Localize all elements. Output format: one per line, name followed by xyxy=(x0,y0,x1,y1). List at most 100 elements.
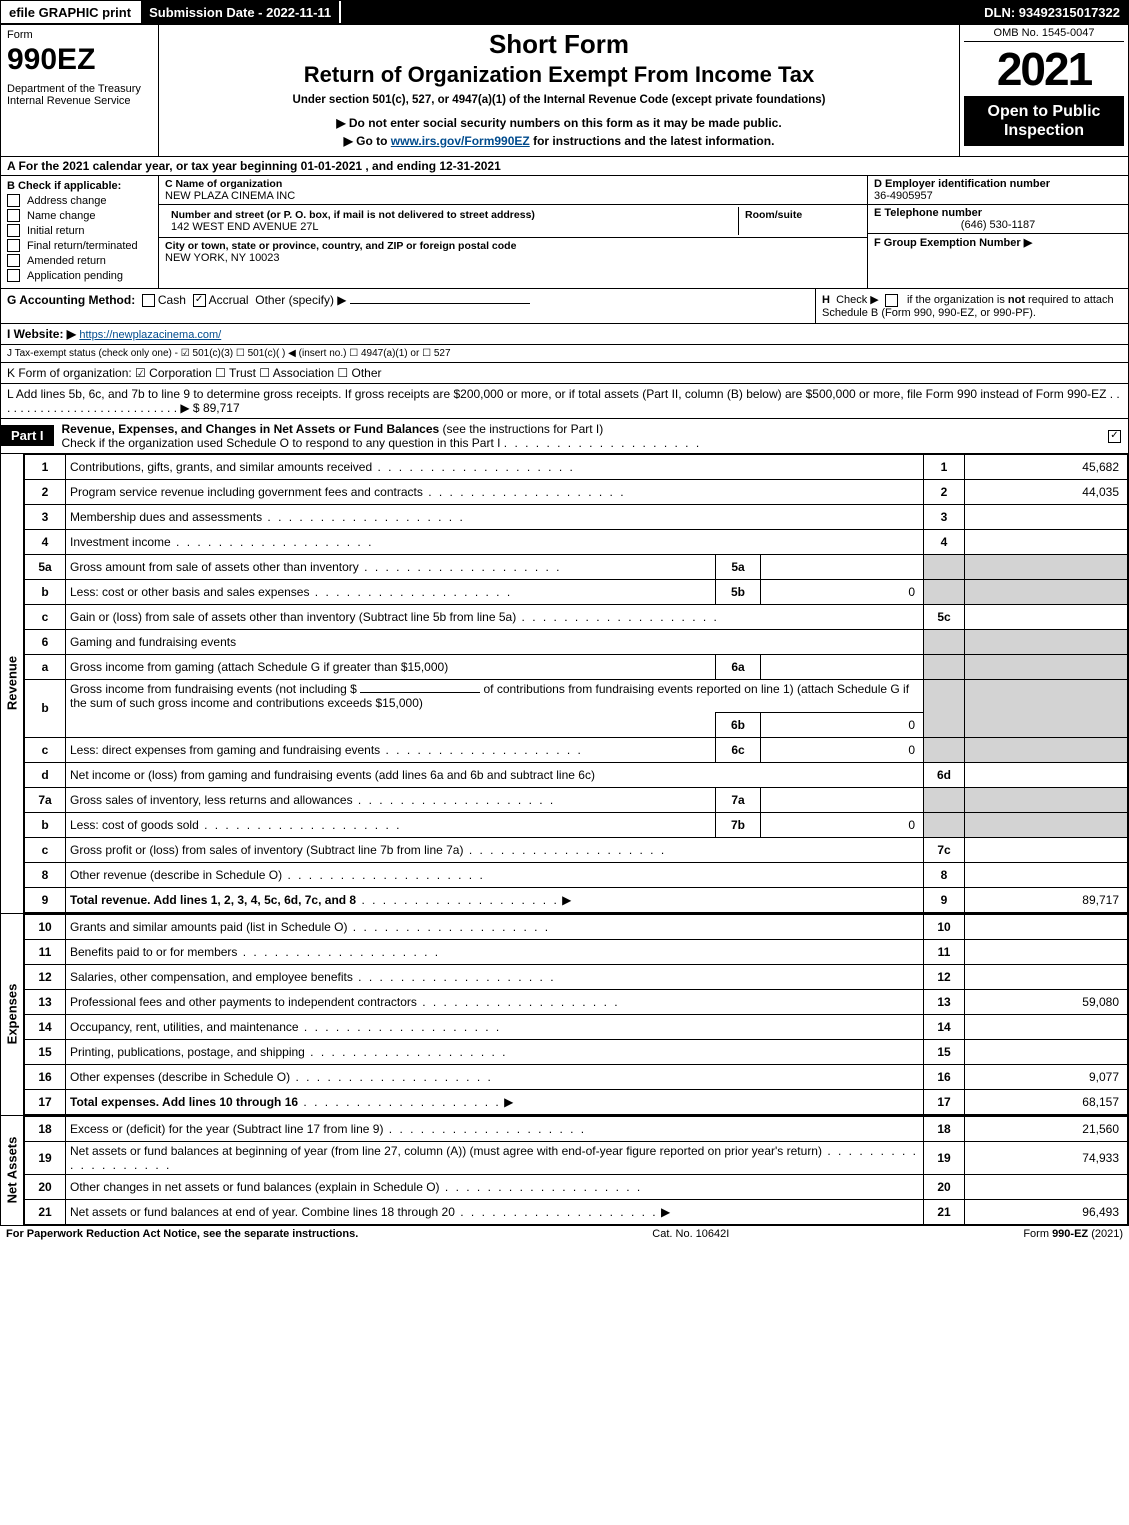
line-3: 3 Membership dues and assessments 3 xyxy=(25,504,1128,529)
submission-date: Submission Date - 2022-11-11 xyxy=(141,1,341,23)
line-7b: b Less: cost of goods sold 7b 0 xyxy=(25,812,1128,837)
chk-amended-return[interactable]: Amended return xyxy=(7,254,152,267)
row-J: J Tax-exempt status (check only one) - ☑… xyxy=(1,345,1128,363)
line-5a: 5a Gross amount from sale of assets othe… xyxy=(25,554,1128,579)
revenue-table: 1 Contributions, gifts, grants, and simi… xyxy=(24,454,1128,913)
addr-block: Number and street (or P. O. box, if mail… xyxy=(159,205,867,238)
line-6b: b Gross income from fundraising events (… xyxy=(25,679,1128,712)
block-BCDEF: B Check if applicable: Address change Na… xyxy=(1,176,1128,289)
H-block: H Check ▶ if the organization is not req… xyxy=(815,289,1128,323)
part-I-check-text: Check if the organization used Schedule … xyxy=(62,436,501,450)
chk-final-return[interactable]: Final return/terminated xyxy=(7,239,152,252)
chk-address-change[interactable]: Address change xyxy=(7,194,152,207)
C-room-label: Room/suite xyxy=(745,209,855,221)
part-I-checkbox[interactable] xyxy=(1108,430,1121,443)
G-cash[interactable]: Cash xyxy=(158,293,186,307)
title-return: Return of Organization Exempt From Incom… xyxy=(165,62,953,88)
E-value: (646) 530-1187 xyxy=(874,219,1122,231)
line-21: 21 Net assets or fund balances at end of… xyxy=(25,1199,1128,1224)
line-19: 19 Net assets or fund balances at beginn… xyxy=(25,1141,1128,1174)
header-center: Short Form Return of Organization Exempt… xyxy=(159,25,960,156)
netassets-table: 18 Excess or (deficit) for the year (Sub… xyxy=(24,1116,1128,1225)
row-I: I Website: ▶ https://newplazacinema.com/ xyxy=(1,324,1128,345)
D-block: D Employer identification number 36-4905… xyxy=(868,176,1128,205)
chk-name-change[interactable]: Name change xyxy=(7,209,152,222)
efile-print[interactable]: efile GRAPHIC print xyxy=(1,1,141,23)
line-16: 16 Other expenses (describe in Schedule … xyxy=(25,1064,1128,1089)
col-C: C Name of organization NEW PLAZA CINEMA … xyxy=(159,176,868,288)
line-20: 20 Other changes in net assets or fund b… xyxy=(25,1174,1128,1199)
expenses-section: Expenses 10 Grants and similar amounts p… xyxy=(1,914,1128,1116)
irs-label: Internal Revenue Service xyxy=(7,95,152,107)
C-city-value: NEW YORK, NY 10023 xyxy=(165,252,861,264)
revenue-side-label: Revenue xyxy=(1,454,24,913)
line-8: 8 Other revenue (describe in Schedule O)… xyxy=(25,862,1128,887)
E-label: E Telephone number xyxy=(874,207,1122,219)
line-17: 17 Total expenses. Add lines 10 through … xyxy=(25,1089,1128,1114)
dept-treasury: Department of the Treasury xyxy=(7,83,152,95)
H-checkbox[interactable] xyxy=(885,294,898,307)
L-text: L Add lines 5b, 6c, and 7b to line 9 to … xyxy=(7,387,1120,415)
expenses-table: 10 Grants and similar amounts paid (list… xyxy=(24,914,1128,1115)
line-6a: a Gross income from gaming (attach Sched… xyxy=(25,654,1128,679)
warning-ssn: ▶ Do not enter social security numbers o… xyxy=(165,116,953,130)
chk-initial-return[interactable]: Initial return xyxy=(7,224,152,237)
omb-number: OMB No. 1545-0047 xyxy=(964,27,1124,42)
city-block: City or town, state or province, country… xyxy=(159,238,867,266)
page-footer: For Paperwork Reduction Act Notice, see … xyxy=(0,1226,1129,1242)
line-10: 10 Grants and similar amounts paid (list… xyxy=(25,914,1128,939)
part-I-header: Part I Revenue, Expenses, and Changes in… xyxy=(1,419,1128,454)
row-GH: G Accounting Method: Cash Accrual Other … xyxy=(1,289,1128,324)
F-label: F Group Exemption Number ▶ xyxy=(874,236,1122,249)
form-number: 990EZ xyxy=(7,43,152,77)
G-accrual[interactable]: Accrual xyxy=(209,293,249,307)
line-18: 18 Excess or (deficit) for the year (Sub… xyxy=(25,1116,1128,1141)
footer-cat-no: Cat. No. 10642I xyxy=(652,1228,729,1240)
G-other[interactable]: Other (specify) ▶ xyxy=(255,293,346,307)
col-B: B Check if applicable: Address change Na… xyxy=(1,176,159,288)
D-value: 36-4905957 xyxy=(874,190,1122,202)
footer-left: For Paperwork Reduction Act Notice, see … xyxy=(6,1228,358,1240)
line-7a: 7a Gross sales of inventory, less return… xyxy=(25,787,1128,812)
goto-line: ▶ Go to www.irs.gov/Form990EZ for instru… xyxy=(165,134,953,148)
dln: DLN: 93492315017322 xyxy=(976,1,1128,23)
netassets-side-label: Net Assets xyxy=(1,1116,24,1225)
chk-application-pending[interactable]: Application pending xyxy=(7,269,152,282)
line-6: 6 Gaming and fundraising events xyxy=(25,629,1128,654)
C-addr-value: 142 WEST END AVENUE 27L xyxy=(171,221,732,233)
G-label: G Accounting Method: xyxy=(7,293,135,307)
D-label: D Employer identification number xyxy=(874,178,1122,190)
line-2: 2 Program service revenue including gove… xyxy=(25,479,1128,504)
header-left: Form 990EZ Department of the Treasury In… xyxy=(1,25,159,156)
header-right: OMB No. 1545-0047 2021 Open to Public In… xyxy=(960,25,1128,156)
row-L: L Add lines 5b, 6c, and 7b to line 9 to … xyxy=(1,384,1128,419)
G-block: G Accounting Method: Cash Accrual Other … xyxy=(1,289,815,323)
top-bar: efile GRAPHIC print Submission Date - 20… xyxy=(0,0,1129,24)
title-short-form: Short Form xyxy=(165,29,953,60)
goto-suffix: for instructions and the latest informat… xyxy=(530,134,775,148)
line-4: 4 Investment income 4 xyxy=(25,529,1128,554)
line-9: 9 Total revenue. Add lines 1, 2, 3, 4, 5… xyxy=(25,887,1128,912)
website-link[interactable]: https://newplazacinema.com/ xyxy=(79,329,221,341)
line-15: 15 Printing, publications, postage, and … xyxy=(25,1039,1128,1064)
form-container: Form 990EZ Department of the Treasury In… xyxy=(0,24,1129,1226)
line-6d: d Net income or (loss) from gaming and f… xyxy=(25,762,1128,787)
line-14: 14 Occupancy, rent, utilities, and maint… xyxy=(25,1014,1128,1039)
netassets-section: Net Assets 18 Excess or (deficit) for th… xyxy=(1,1116,1128,1225)
B-label: B Check if applicable: xyxy=(7,180,152,192)
part-I-tab: Part I xyxy=(1,425,54,446)
irs-link[interactable]: www.irs.gov/Form990EZ xyxy=(391,134,530,148)
goto-prefix: ▶ Go to xyxy=(344,134,391,148)
L-value: 89,717 xyxy=(203,401,240,415)
line-1: 1 Contributions, gifts, grants, and simi… xyxy=(25,454,1128,479)
revenue-section: Revenue 1 Contributions, gifts, grants, … xyxy=(1,454,1128,914)
line-7c: c Gross profit or (loss) from sales of i… xyxy=(25,837,1128,862)
I-label: I Website: ▶ xyxy=(7,327,76,341)
org-name-block: C Name of organization NEW PLAZA CINEMA … xyxy=(159,176,867,205)
expenses-side-label: Expenses xyxy=(1,914,24,1115)
form-label: Form xyxy=(7,29,152,41)
F-block: F Group Exemption Number ▶ xyxy=(868,234,1128,251)
line-11: 11 Benefits paid to or for members 11 xyxy=(25,939,1128,964)
E-block: E Telephone number (646) 530-1187 xyxy=(868,205,1128,234)
C-addr-label: Number and street (or P. O. box, if mail… xyxy=(171,209,732,221)
